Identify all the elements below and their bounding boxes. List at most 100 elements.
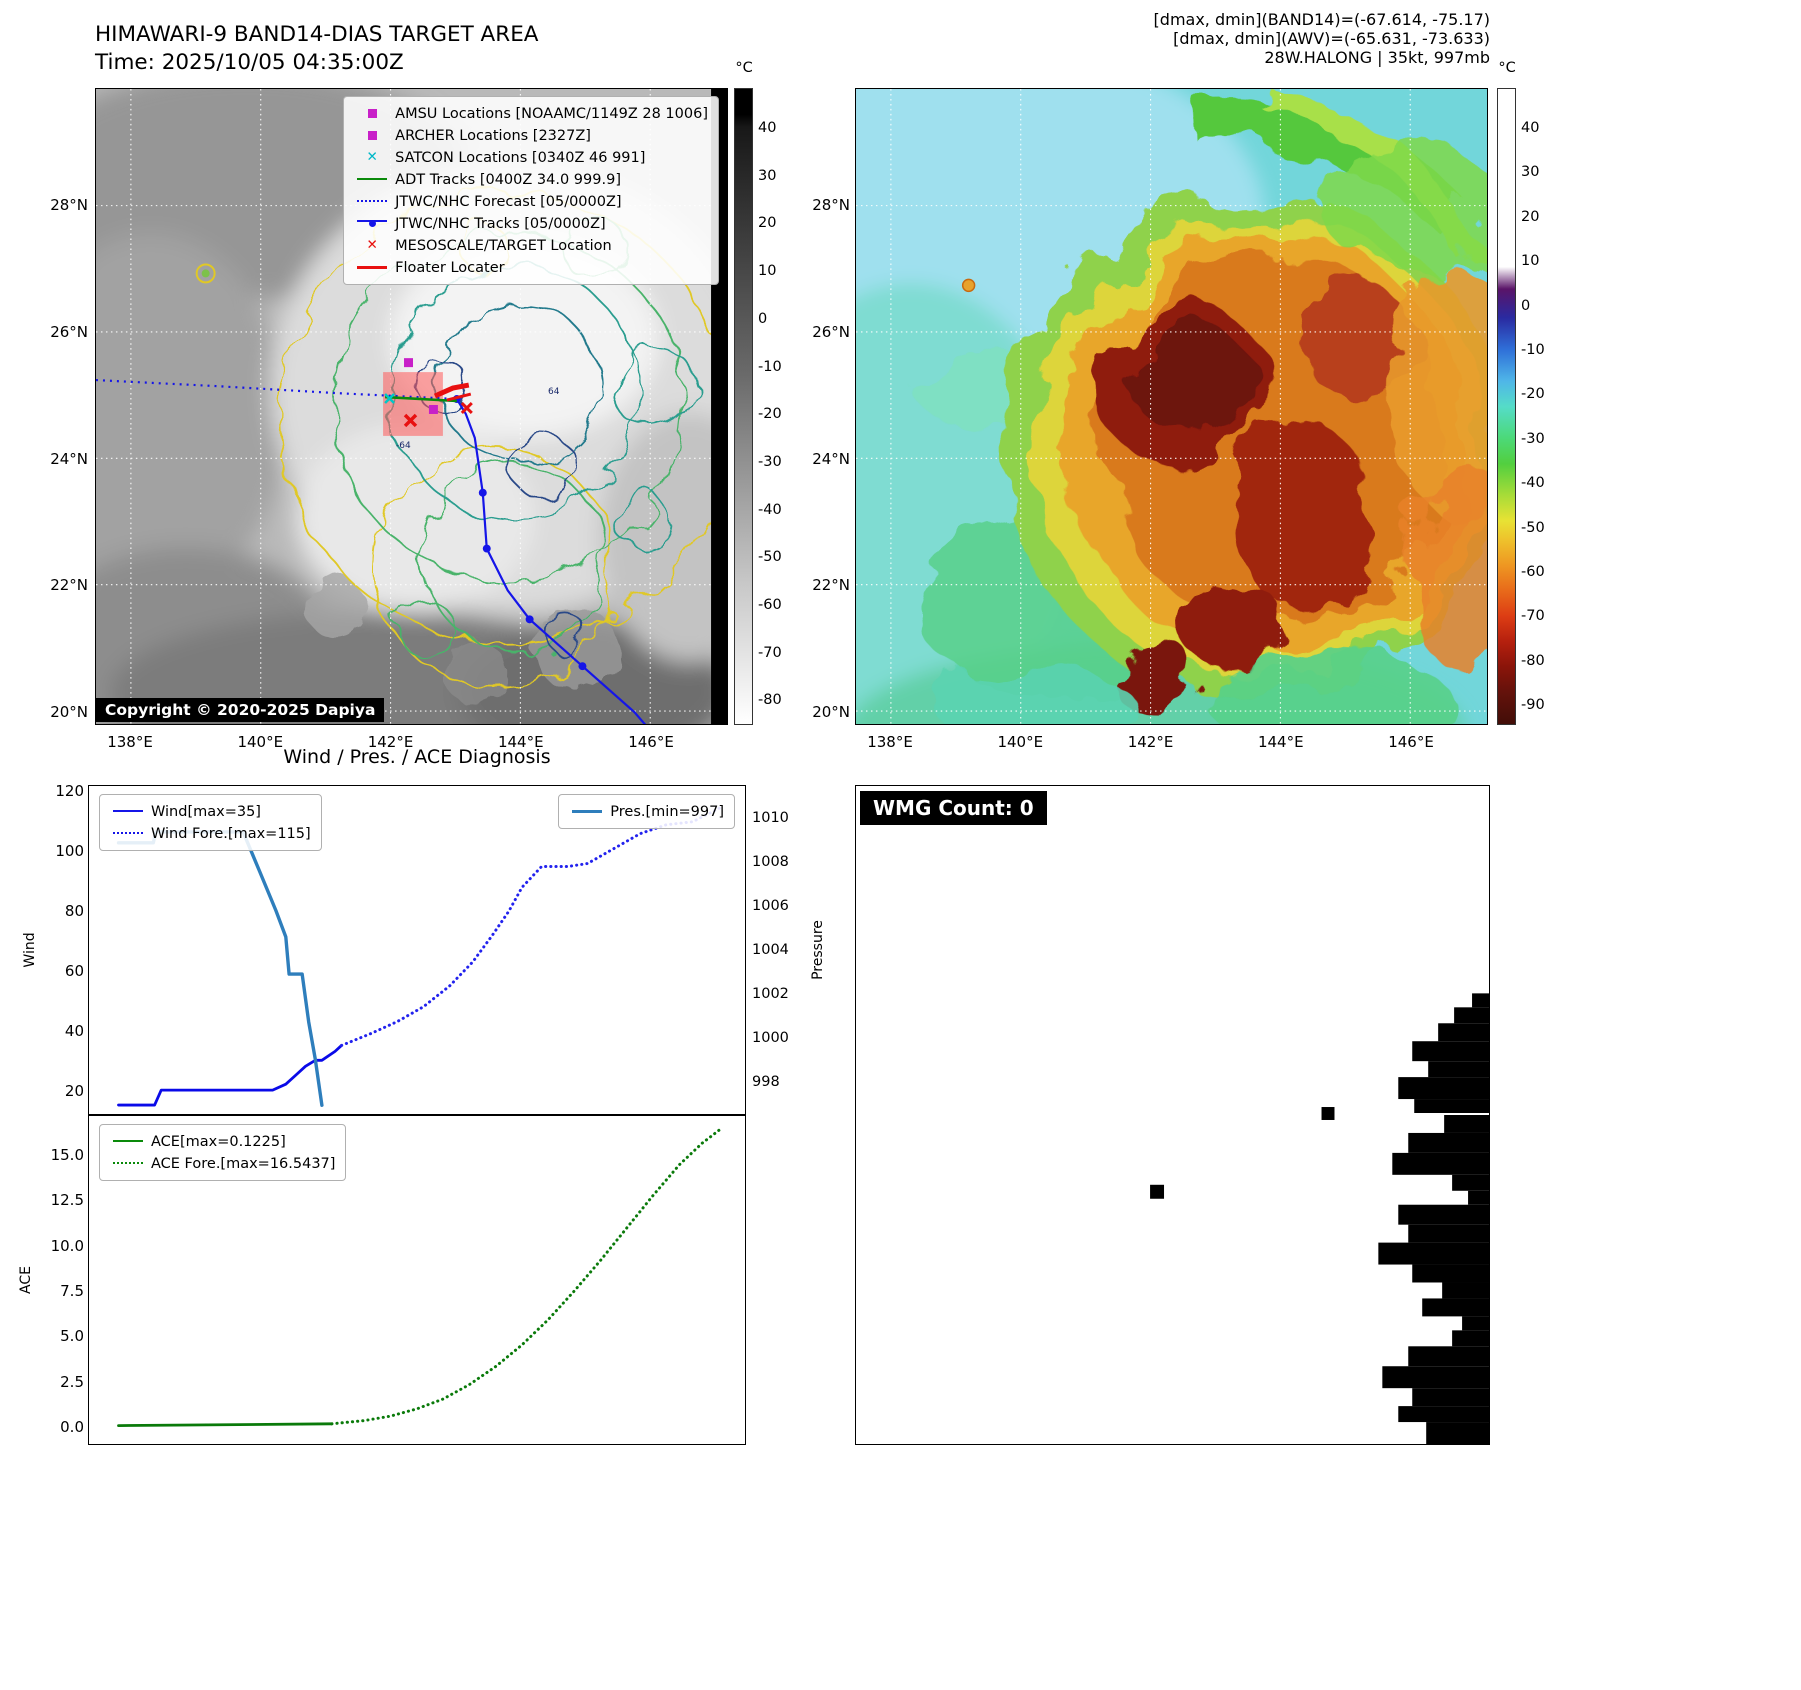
storm-id-intensity: 28W.HALONG | 35kt, 997mb [1264, 48, 1490, 67]
tick-label: 1008 [752, 854, 789, 870]
tick-label: -40 [1521, 475, 1545, 492]
legend-label: ACE[max=0.1225] [151, 1133, 286, 1150]
tick-label: 0 [758, 310, 768, 327]
tick-label: 1006 [752, 898, 789, 914]
jtwc-forecast-line [96, 378, 457, 401]
tick-label: 1002 [752, 986, 789, 1002]
band14-time-subtitle: Time: 2025/10/05 04:35:00Z [95, 50, 404, 75]
dmax-dmin-band14: [dmax, dmin](BAND14)=(-67.614, -75.17) [1153, 10, 1490, 29]
tick-label: 140°E [237, 733, 284, 751]
band14-title: HIMAWARI-9 BAND14-DIAS TARGET AREA [95, 22, 539, 47]
satcon-marker-icon [384, 393, 395, 404]
tick-label: 28°N [812, 196, 850, 214]
awv-colorbar [1497, 88, 1516, 725]
floater-locater-line2 [446, 392, 472, 402]
legend-item-pres: Pres.[min=997] [569, 802, 724, 821]
tick-label: 144°E [1257, 733, 1304, 751]
adt-line-icon [354, 172, 390, 187]
tick-label: -80 [1521, 652, 1545, 669]
legend-label: Wind Fore.[max=115] [151, 825, 311, 842]
tick-label: 144°E [497, 733, 544, 751]
tick-label: 40 [758, 120, 777, 136]
legend-item-amsu: AMSU Locations [NOAAMC/1149Z 28 1006] [354, 104, 708, 123]
band14-lon-axis: 138°E 140°E 142°E 144°E 146°E [95, 729, 728, 753]
wind-pressure-chart: Wind[max=35] Wind Fore.[max=115] Pres.[m… [88, 785, 746, 1115]
contour-value-label: -64 [396, 441, 411, 451]
tick-label: 30 [758, 167, 777, 184]
jtwc-track-line [455, 398, 647, 724]
dmax-dmin-awv: [dmax, dmin](AWV)=(-65.631, -73.633) [1173, 29, 1490, 48]
chart-series [117, 1422, 334, 1428]
tick-label: 100 [55, 842, 84, 860]
band14-legend: AMSU Locations [NOAAMC/1149Z 28 1006] AR… [343, 96, 719, 285]
wind-axis-label: Wind [22, 932, 38, 968]
tick-label: 0.0 [60, 1417, 84, 1436]
small-feature-spot [961, 278, 976, 293]
awv-colorbar-unit: °C [1498, 60, 1516, 76]
legend-item-wind: Wind[max=35] [110, 802, 311, 821]
tick-label: 10.0 [50, 1236, 84, 1255]
latlon-grid [856, 89, 1487, 724]
tick-label: 998 [752, 1074, 780, 1090]
ace-axis-label: ACE [18, 1266, 34, 1294]
tick-label: 40 [64, 1022, 84, 1040]
tick-label: 20°N [50, 703, 88, 721]
awv-map [855, 88, 1488, 725]
tick-label: 28°N [50, 196, 88, 214]
pressure-axis-label: Pressure [810, 920, 826, 980]
tick-label: 30 [1521, 164, 1540, 181]
tick-label: 22°N [812, 576, 850, 595]
tick-label: -20 [1521, 386, 1545, 403]
tick-label: -60 [758, 597, 782, 613]
awv-lon-axis: 138°E 140°E 142°E 144°E 146°E [855, 729, 1488, 753]
amsu-square-icon [354, 106, 390, 121]
ace-forecast-dotted-icon [110, 1156, 146, 1171]
tick-label: 24°N [812, 449, 850, 468]
tick-label: 26°N [812, 322, 850, 341]
band14-lat-axis: 28°N 26°N 24°N 22°N 20°N [0, 88, 88, 725]
tick-label: 1010 [752, 810, 789, 826]
tick-label: 120 [55, 782, 84, 800]
tick-label: 15.0 [50, 1145, 84, 1164]
mesoscale-target-icon2 [460, 401, 473, 415]
awv-satellite-image [856, 89, 1487, 724]
ace-plot [117, 1126, 724, 1428]
storm-cloud-field [915, 94, 1487, 724]
wind-legend: Wind[max=35] Wind Fore.[max=115] [99, 794, 322, 851]
chart-series [116, 830, 324, 1107]
tick-label: 0 [1521, 297, 1531, 314]
band14-map: AMSU Locations [NOAAMC/1149Z 28 1006] AR… [95, 88, 728, 725]
pressure-y-axis: 998 1000 1002 1004 1006 1008 1010 [752, 785, 796, 1115]
tick-label: -50 [1521, 519, 1545, 536]
band14-colorbar-ticks: 40 30 20 10 0 -10 -20 -30 -40 -50 -60 -70 -80 [758, 88, 800, 725]
floater-line-icon [354, 260, 390, 275]
legend-item-tracks: JTWC/NHC Tracks [05/0000Z] [354, 214, 708, 233]
tick-label: 138°E [107, 733, 153, 751]
band14-colorbar-unit: °C [735, 60, 753, 76]
legend-label: JTWC/NHC Forecast [05/0000Z] [395, 193, 622, 210]
tick-label: 10 [1521, 253, 1540, 270]
tick-label: 20 [64, 1082, 84, 1100]
tick-label: 20 [758, 215, 777, 232]
forecast-dotted-line-icon [354, 194, 390, 209]
ace-legend: ACE[max=0.1225] ACE Fore.[max=16.5437] [99, 1124, 347, 1181]
wind-forecast-dotted-icon [110, 826, 146, 841]
legend-item-ace-fore: ACE Fore.[max=16.5437] [110, 1154, 335, 1173]
tick-label: 146°E [1388, 733, 1434, 751]
ace-line-icon [110, 1134, 146, 1149]
ace-y-axis: 0.0 2.5 5.0 7.5 10.0 12.5 15.0 [40, 1115, 84, 1445]
awv-colorbar-ticks: 40 30 20 10 0 -10 -20 -30 -40 -50 -60 -70 -80 -90 [1521, 88, 1563, 725]
tick-label: 2.5 [60, 1372, 84, 1391]
wind-y-axis: 20 40 60 80 100 120 [40, 782, 84, 1115]
diagnosis-title: Wind / Pres. / ACE Diagnosis [283, 746, 551, 768]
legend-label: Wind[max=35] [151, 803, 261, 820]
tick-label: 20°N [812, 703, 850, 721]
legend-label: ARCHER Locations [2327Z] [395, 127, 591, 144]
legend-label: Floater Locater [395, 259, 505, 276]
tick-label: 24°N [50, 449, 88, 468]
tick-label: -10 [758, 358, 782, 375]
tick-label: 1004 [752, 942, 789, 958]
tick-label: -40 [758, 501, 782, 518]
legend-item-wind-fore: Wind Fore.[max=115] [110, 824, 311, 843]
contour-value-label: 64 [548, 387, 560, 397]
